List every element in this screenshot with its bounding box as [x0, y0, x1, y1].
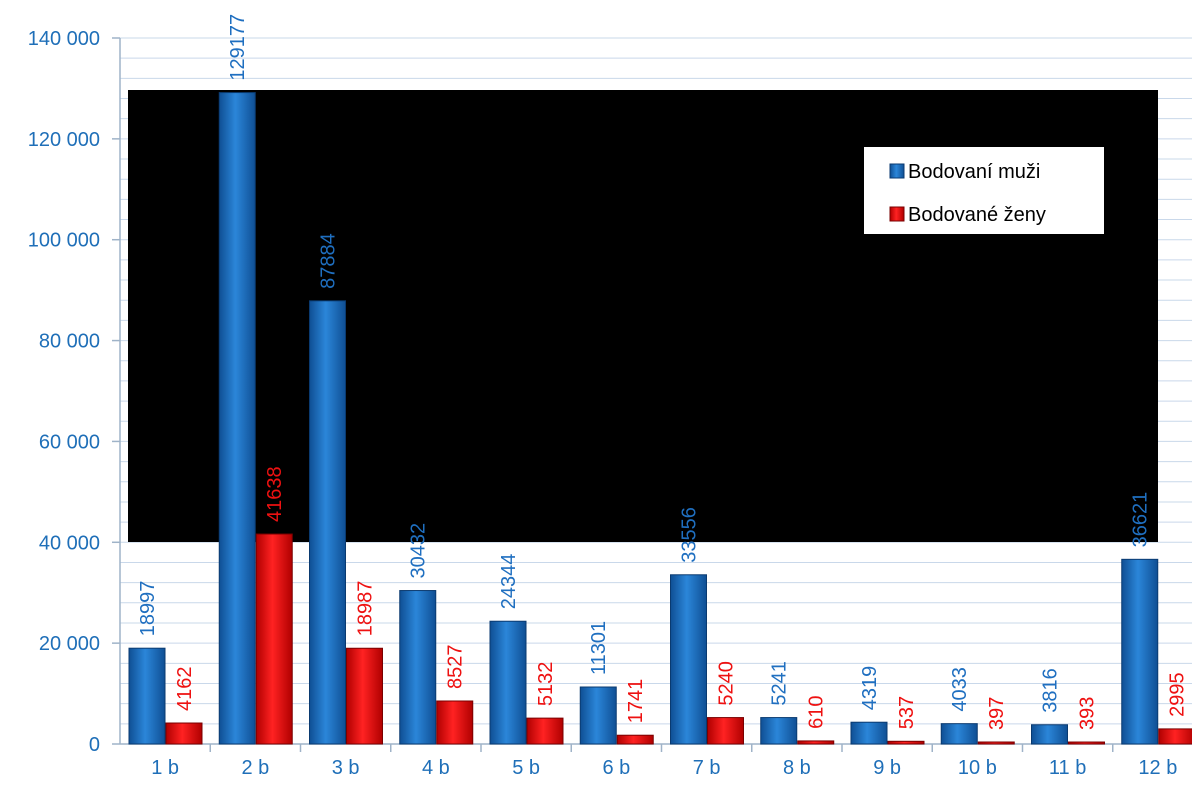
data-label: 537 [896, 696, 918, 729]
y-tick-label: 80 000 [39, 331, 100, 353]
bar [165, 722, 203, 745]
data-label: 610 [806, 696, 828, 729]
data-label: 5241 [769, 661, 791, 706]
y-tick-label: 40 000 [39, 532, 100, 554]
y-ticks: 0 20 000 40 000 60 000 80 000 100 000 120 000 1… [28, 28, 120, 756]
data-label: 5132 [535, 662, 557, 707]
bars [128, 92, 1192, 745]
legend-swatch-women [889, 206, 905, 222]
bar [309, 300, 346, 745]
data-labels: 18997 129177 87884 30432 24344 11301 33556 5241… [137, 14, 1189, 730]
bar [1121, 558, 1159, 745]
bar [1068, 741, 1105, 745]
data-label: 4319 [859, 666, 881, 711]
x-tick-label: 1 b [151, 757, 179, 779]
x-ticks: 1 b 2 b 3 b 4 b 5 b 6 b 7 b 8 b 9 b 10 b 11 b 12 b [151, 744, 1177, 779]
x-tick-label: 7 b [693, 757, 721, 779]
data-label: 33556 [679, 507, 701, 563]
x-tick-label: 12 b [1138, 757, 1177, 779]
data-label: 18987 [355, 581, 377, 637]
data-label: 4162 [174, 667, 196, 712]
legend-label-men: Bodovaní muži [908, 161, 1040, 183]
data-label: 3816 [1040, 668, 1062, 713]
data-label: 8527 [445, 644, 467, 689]
legend-label-women: Bodované ženy [908, 204, 1046, 226]
bar [436, 700, 474, 745]
data-label: 1741 [625, 679, 647, 724]
x-tick-label: 4 b [422, 757, 450, 779]
bar [255, 533, 293, 745]
data-label: 4033 [949, 667, 971, 712]
y-tick-label: 20 000 [39, 633, 100, 655]
data-label: 30432 [408, 523, 430, 579]
bar [760, 717, 798, 745]
x-tick-label: 11 b [1049, 757, 1086, 779]
bar [399, 590, 437, 745]
x-tick-label: 8 b [783, 757, 811, 779]
y-tick-label: 60 000 [39, 431, 100, 453]
bar [128, 647, 166, 745]
legend: Bodovaní muži Bodované ženy [864, 147, 1104, 234]
x-tick-label: 2 b [241, 757, 269, 779]
x-tick-label: 3 b [332, 757, 360, 779]
bar [616, 734, 654, 745]
x-tick-label: 10 b [958, 757, 997, 779]
x-tick-label: 6 b [602, 757, 630, 779]
legend-swatch-men [889, 163, 905, 179]
data-label: 87884 [318, 233, 340, 289]
y-tick-label: 140 000 [28, 28, 100, 50]
bar [1158, 728, 1192, 745]
bar [218, 92, 256, 745]
y-tick-label: 120 000 [28, 129, 100, 151]
bar [346, 647, 383, 745]
bar [940, 723, 978, 745]
bar [887, 740, 925, 745]
data-label: 24344 [498, 554, 520, 610]
bar [489, 620, 527, 745]
bar [977, 741, 1015, 745]
bar [850, 721, 888, 745]
bar [797, 740, 835, 745]
data-label: 41638 [264, 466, 286, 522]
data-label: 11301 [588, 621, 610, 675]
bar [526, 717, 564, 745]
x-tick-label: 5 b [512, 757, 540, 779]
data-label: 5240 [716, 661, 738, 706]
bar [579, 686, 617, 745]
data-label: 36621 [1130, 492, 1152, 548]
data-label: 393 [1077, 697, 1099, 730]
bar [670, 574, 707, 745]
y-tick-label: 0 [89, 734, 100, 756]
data-label: 129177 [227, 14, 249, 81]
y-tick-label: 100 000 [28, 230, 100, 252]
bar [1031, 724, 1068, 745]
data-label: 397 [986, 697, 1008, 730]
data-label: 2995 [1167, 672, 1189, 717]
bar [707, 717, 744, 745]
data-label: 18997 [137, 581, 159, 637]
x-tick-label: 9 b [873, 757, 901, 779]
